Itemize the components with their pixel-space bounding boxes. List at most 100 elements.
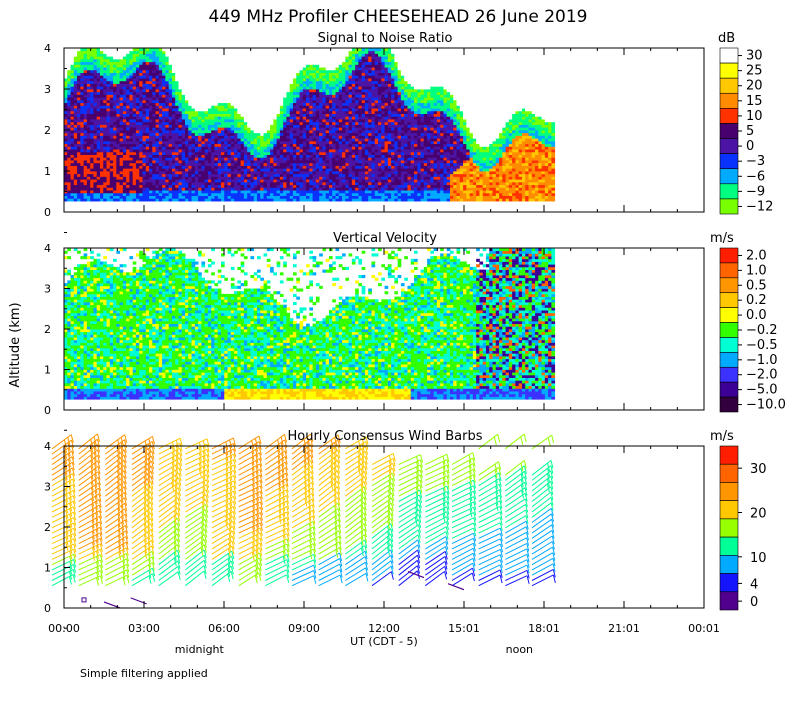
heat-cell — [315, 86, 320, 90]
heat-cell — [263, 168, 268, 172]
heat-cell — [299, 127, 304, 131]
heat-cell — [322, 48, 327, 52]
heat-cell — [181, 89, 186, 93]
heat-cell — [185, 80, 189, 84]
heat-cell — [103, 94, 107, 98]
heat-cell — [168, 56, 173, 60]
heat-cell — [165, 97, 170, 101]
heat-cell — [171, 130, 176, 134]
heat-cell — [201, 78, 206, 82]
heat-cell — [139, 151, 143, 155]
heat-cell — [86, 102, 91, 106]
heat-cell — [217, 171, 222, 175]
heat-cell — [126, 89, 130, 93]
heat-cell — [263, 184, 268, 188]
heat-cell — [224, 86, 228, 90]
heat-cell — [273, 56, 278, 60]
heat-cell — [86, 97, 91, 101]
heat-cell — [178, 121, 183, 125]
heat-cell — [253, 94, 258, 98]
heat-cell — [198, 154, 202, 158]
heat-cell — [227, 176, 232, 180]
heat-cell — [296, 179, 300, 183]
heat-cell — [325, 171, 330, 175]
heat-cell — [122, 80, 127, 84]
heat-cell — [217, 132, 222, 136]
heat-cell — [289, 154, 294, 158]
heat-cell — [270, 69, 274, 73]
heat-cell — [77, 179, 81, 183]
heat-cell — [139, 78, 143, 82]
heat-cell — [351, 89, 356, 93]
heat-cell — [309, 72, 313, 76]
heat-cell — [93, 173, 98, 177]
heat-cell — [64, 140, 68, 145]
heat-cell — [345, 124, 349, 128]
heat-cell — [145, 149, 150, 153]
heat-cell — [319, 187, 323, 191]
heat-cell — [234, 195, 238, 199]
heat-cell — [230, 94, 235, 98]
heat-cell — [139, 58, 143, 63]
heat-cell — [243, 132, 248, 136]
heat-cell — [73, 157, 78, 161]
heat-cell — [207, 160, 212, 164]
heat-cell — [113, 119, 117, 123]
heat-cell — [139, 116, 143, 120]
heat-cell — [217, 179, 222, 183]
heat-cell — [260, 140, 264, 145]
heat-cell — [73, 179, 78, 183]
heat-cell — [230, 89, 235, 93]
heat-cell — [96, 192, 101, 196]
heat-cell — [270, 130, 274, 134]
heat-cell — [266, 192, 271, 196]
heat-cell — [132, 146, 137, 150]
heat-cell — [257, 121, 261, 125]
heat-cell — [201, 154, 206, 158]
heat-cell — [286, 157, 291, 161]
heat-cell — [73, 64, 78, 68]
heat-cell — [283, 157, 287, 161]
heat-cell — [122, 116, 127, 120]
heat-cell — [315, 195, 320, 199]
heat-cell — [217, 127, 222, 131]
heat-cell — [273, 61, 278, 65]
heat-cell — [194, 124, 199, 128]
heat-cell — [67, 53, 71, 57]
heat-cell — [338, 165, 343, 169]
heat-cell — [139, 179, 143, 183]
heat-cell — [132, 69, 137, 73]
heat-cell — [302, 140, 307, 145]
heat-cell — [207, 78, 212, 82]
heat-cell — [348, 80, 353, 84]
heat-cell — [332, 113, 336, 117]
heat-cell — [158, 80, 163, 84]
heat-cell — [165, 160, 170, 164]
heat-cell — [348, 146, 353, 150]
heat-cell — [106, 58, 111, 63]
heat-cell — [171, 160, 176, 164]
heat-cell — [158, 72, 163, 76]
heat-cell — [296, 124, 300, 128]
heat-cell — [302, 105, 307, 109]
heat-cell — [139, 146, 143, 150]
heat-cell — [168, 75, 173, 79]
heat-cell — [132, 121, 137, 125]
heat-cell — [113, 130, 117, 134]
heat-cell — [325, 48, 330, 52]
heat-cell — [162, 105, 166, 109]
heat-cell — [332, 157, 336, 161]
heat-cell — [253, 195, 258, 199]
heat-cell — [240, 146, 245, 150]
heat-cell — [302, 116, 307, 120]
heat-cell — [325, 56, 330, 60]
heat-cell — [181, 192, 186, 196]
heat-cell — [296, 190, 300, 194]
heat-cell — [325, 119, 330, 123]
heat-cell — [319, 64, 323, 68]
heat-cell — [319, 80, 323, 84]
heat-cell — [207, 165, 212, 169]
heat-cell — [250, 195, 255, 199]
heat-cell — [279, 135, 284, 139]
heat-cell — [158, 140, 163, 145]
